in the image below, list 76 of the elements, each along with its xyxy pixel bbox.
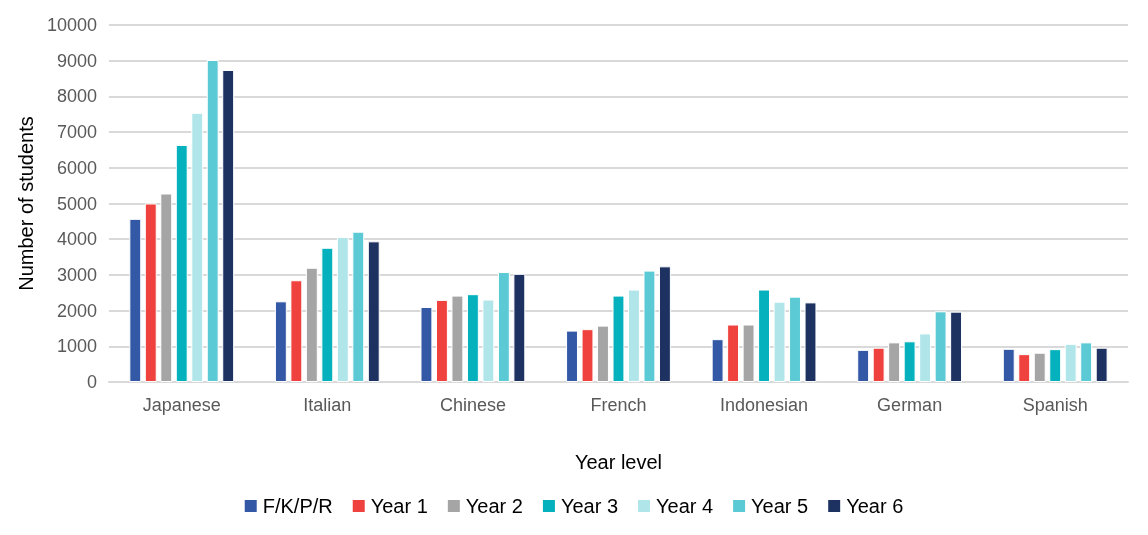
y-tick-label: 7000: [56, 122, 97, 143]
legend-label: F/K/P/R: [262, 495, 333, 517]
bar: [888, 342, 901, 382]
y-tick-label: 3000: [56, 264, 97, 285]
bar: [727, 324, 740, 382]
bar: [628, 289, 640, 382]
bar: [466, 294, 479, 382]
x-tick-label: Indonesian: [720, 395, 809, 415]
y-tick-label: 5000: [56, 193, 97, 214]
bar: [367, 241, 380, 382]
bar: [222, 69, 235, 382]
y-tick-label: 0: [86, 372, 97, 392]
bar: [1064, 343, 1077, 382]
bar: [1002, 348, 1015, 382]
bar: [497, 272, 510, 382]
y-tick-label: 8000: [56, 86, 97, 107]
bar: [581, 329, 594, 382]
bar: [129, 218, 142, 382]
bar: [435, 299, 448, 382]
x-tick-label: Chinese: [439, 395, 506, 415]
bar: [513, 273, 526, 382]
y-axis-title: Number of students: [15, 116, 37, 291]
legend-label: Year 4: [656, 495, 714, 517]
bar: [789, 296, 801, 382]
x-tick-label: German: [877, 395, 943, 415]
bar: [658, 266, 671, 382]
bar: [175, 144, 188, 382]
bar: [711, 339, 724, 382]
y-tick-label: 4000: [56, 229, 97, 250]
bar: [919, 333, 932, 382]
bar: [1018, 354, 1031, 382]
bar: [144, 203, 157, 382]
y-tick-label: 6000: [56, 157, 97, 178]
bar: [336, 237, 349, 382]
bar: [950, 311, 963, 382]
bar: [1033, 352, 1046, 382]
bar: [773, 301, 786, 382]
bar: [934, 311, 947, 382]
bar: [482, 299, 495, 382]
y-tick-label: 1000: [56, 336, 97, 357]
bar: [612, 295, 625, 382]
bar: [321, 247, 334, 382]
bar: [451, 295, 464, 382]
legend-label: Year 1: [370, 495, 428, 517]
legend-label: Year 6: [846, 495, 904, 517]
bar: [290, 280, 303, 382]
bar: [160, 193, 173, 382]
bar: [742, 324, 755, 382]
x-tick-label: French: [590, 395, 647, 415]
bar: [206, 59, 219, 382]
x-tick-label: Italian: [303, 395, 352, 415]
bar: [352, 231, 365, 382]
legend-label: Year 3: [560, 495, 619, 517]
bar: [872, 347, 885, 382]
bar: [643, 270, 656, 382]
bar: [305, 267, 318, 382]
x-tick-label: Japanese: [142, 395, 221, 415]
bar: [1049, 349, 1062, 382]
y-tick-label: 9000: [56, 50, 97, 71]
bar: [758, 289, 771, 382]
y-tick-label: 10000: [46, 15, 97, 35]
bar: [566, 330, 578, 382]
x-axis-title: Year level: [574, 451, 663, 473]
bar: [857, 349, 870, 382]
bar: [1080, 342, 1093, 382]
y-tick-label: 2000: [56, 300, 97, 321]
bar: [903, 341, 916, 382]
bar: [420, 307, 433, 382]
bar: [597, 325, 609, 382]
bar: [274, 301, 287, 382]
bar: [1095, 347, 1108, 382]
bar: [804, 302, 817, 382]
legend-label: Year 5: [751, 495, 809, 517]
bar: [191, 112, 204, 382]
legend-label: Year 2: [465, 495, 523, 517]
x-tick-label: Spanish: [1022, 395, 1088, 415]
